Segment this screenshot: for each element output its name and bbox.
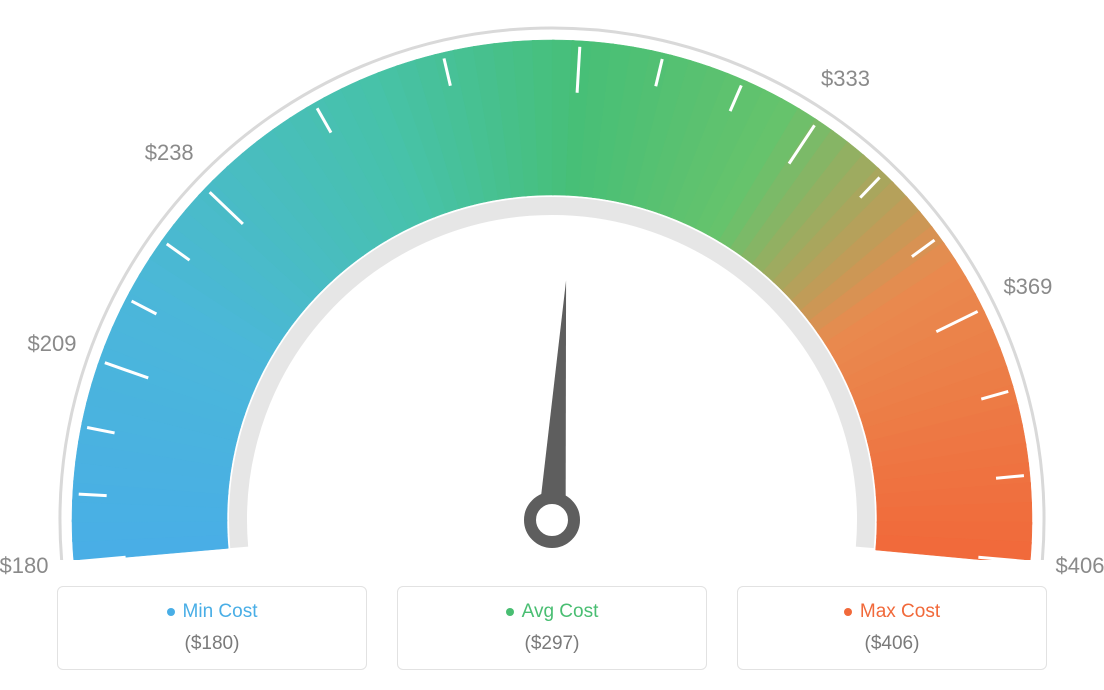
legend-label-max-text: Max Cost [860,601,940,623]
legend-value-max: ($406) [738,633,1046,655]
gauge-tick-label: $406 [1055,553,1104,579]
gauge-tick-label: $333 [821,66,870,92]
legend-value-min: ($180) [58,633,366,655]
gauge-tick-label: $369 [1003,274,1052,300]
legend-label-min-text: Min Cost [183,601,258,623]
gauge-tick-label: $209 [28,331,77,357]
legend-card-max: Max Cost ($406) [737,586,1047,670]
legend-value-avg: ($297) [398,633,706,655]
legend-label-max: Max Cost [844,601,940,623]
gauge-chart: $180$209$238$297$333$369$406 [0,0,1104,560]
gauge-tick-label: $297 [559,0,608,4]
legend-card-min: Min Cost ($180) [57,586,367,670]
legend-card-avg: Avg Cost ($297) [397,586,707,670]
gauge-svg [0,0,1104,560]
legend-label-avg: Avg Cost [506,601,599,623]
legend-row: Min Cost ($180) Avg Cost ($297) Max Cost… [0,586,1104,670]
gauge-tick-label: $238 [145,140,194,166]
legend-label-avg-text: Avg Cost [522,601,599,623]
gauge-tick-label: $180 [0,553,48,579]
legend-label-min: Min Cost [167,601,258,623]
